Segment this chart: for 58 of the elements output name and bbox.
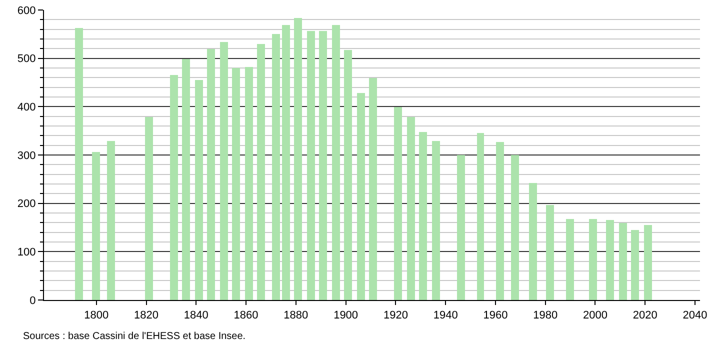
bar (75, 28, 83, 300)
bar (606, 220, 614, 300)
bar (145, 117, 153, 300)
bar (419, 132, 427, 300)
x-tick-label: 2040 (682, 309, 708, 322)
bar (319, 31, 327, 300)
x-tick-label: 2020 (632, 309, 658, 322)
y-tick-label: 300 (17, 150, 36, 162)
x-tick-label: 1840 (184, 309, 208, 322)
bar (619, 223, 627, 300)
x-tick-label: 1980 (533, 309, 558, 322)
bar (344, 50, 352, 300)
bar (631, 230, 639, 300)
bar (272, 34, 280, 300)
x-tick-label: 2000 (583, 309, 608, 322)
x-tick-label: 1820 (134, 309, 159, 322)
bar (182, 59, 190, 300)
bar (195, 80, 203, 300)
y-tick-label: 600 (17, 4, 36, 17)
bar (220, 42, 228, 300)
bar (394, 107, 402, 300)
x-tick-label: 1960 (483, 309, 508, 322)
y-tick-label: 200 (17, 198, 36, 210)
x-tick-label: 1880 (284, 309, 308, 322)
bar (245, 67, 253, 300)
bar (357, 93, 365, 300)
bar (307, 31, 315, 300)
bar (496, 142, 504, 300)
bar (282, 25, 290, 300)
bar (529, 183, 537, 300)
bar (207, 49, 215, 300)
x-tick-label: 1800 (84, 309, 109, 322)
bar (294, 18, 302, 300)
x-tick-label: 1860 (234, 309, 258, 322)
source-note: Sources : base Cassini de l'EHESS et base Insee. (23, 331, 246, 340)
bar (257, 44, 265, 300)
y-tick-label: 400 (17, 102, 36, 114)
bar (546, 205, 554, 300)
bar (332, 25, 340, 300)
bar (107, 141, 115, 300)
bar (369, 78, 377, 300)
bar (232, 68, 240, 300)
y-tick-label: 0 (30, 294, 36, 307)
bar (170, 75, 178, 300)
bar (457, 155, 465, 300)
x-tick-label: 1940 (433, 309, 458, 322)
bar (92, 152, 100, 300)
y-tick-label: 500 (17, 53, 36, 66)
y-tick-label: 100 (17, 246, 36, 259)
x-tick-label: 1900 (334, 309, 358, 322)
bar (566, 219, 574, 300)
bar (644, 225, 652, 300)
x-tick-label: 1920 (383, 309, 408, 322)
bar (407, 117, 415, 300)
bar (589, 219, 597, 300)
bar (432, 141, 440, 300)
bar (477, 133, 484, 300)
bar (511, 155, 519, 300)
